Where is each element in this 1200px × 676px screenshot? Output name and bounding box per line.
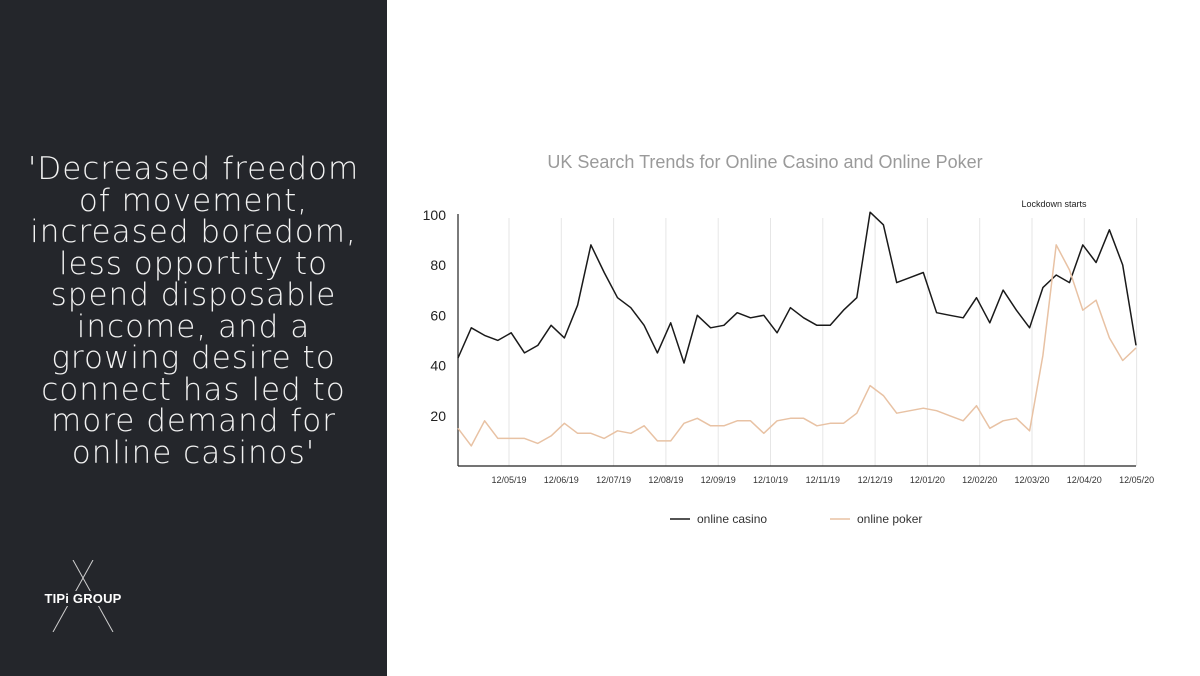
x-tick-label: 12/06/19: [544, 475, 579, 485]
x-tick-label: 12/05/19: [491, 475, 526, 485]
quote-text: 'Decreased freedom of movement, increase…: [27, 151, 360, 471]
legend-label: online casino: [697, 512, 767, 526]
x-tick-label: 12/08/19: [648, 475, 683, 485]
y-tick-label: 100: [423, 207, 447, 223]
series-line-online-casino: [457, 211, 1137, 364]
x-tick-label: 12/10/19: [753, 475, 788, 485]
x-tick-label: 12/04/20: [1067, 475, 1102, 485]
x-tick-label: 12/07/19: [596, 475, 631, 485]
y-tick-label: 60: [430, 307, 446, 323]
tipi-group-logo: TIPi GROUP: [38, 560, 128, 632]
y-tick-label: 40: [430, 358, 446, 374]
series-line-online-poker: [457, 244, 1137, 447]
lockdown-annotation: Lockdown starts: [1021, 199, 1087, 209]
legend-label: online poker: [857, 512, 922, 526]
y-tick-label: 80: [430, 257, 446, 273]
x-tick-label: 12/12/19: [858, 475, 893, 485]
x-tick-label: 12/03/20: [1014, 475, 1049, 485]
x-tick-label: 12/11/19: [806, 475, 840, 485]
y-tick-label: 20: [430, 408, 446, 424]
x-tick-label: 12/09/19: [701, 475, 736, 485]
x-tick-label: 12/05/20: [1119, 475, 1154, 485]
chart-title: UK Search Trends for Online Casino and O…: [547, 152, 983, 172]
logo-text: TIPi GROUP: [38, 591, 128, 606]
left-panel: 'Decreased freedom of movement, increase…: [0, 0, 387, 676]
x-tick-label: 12/01/20: [910, 475, 945, 485]
x-tick-label: 12/02/20: [962, 475, 997, 485]
